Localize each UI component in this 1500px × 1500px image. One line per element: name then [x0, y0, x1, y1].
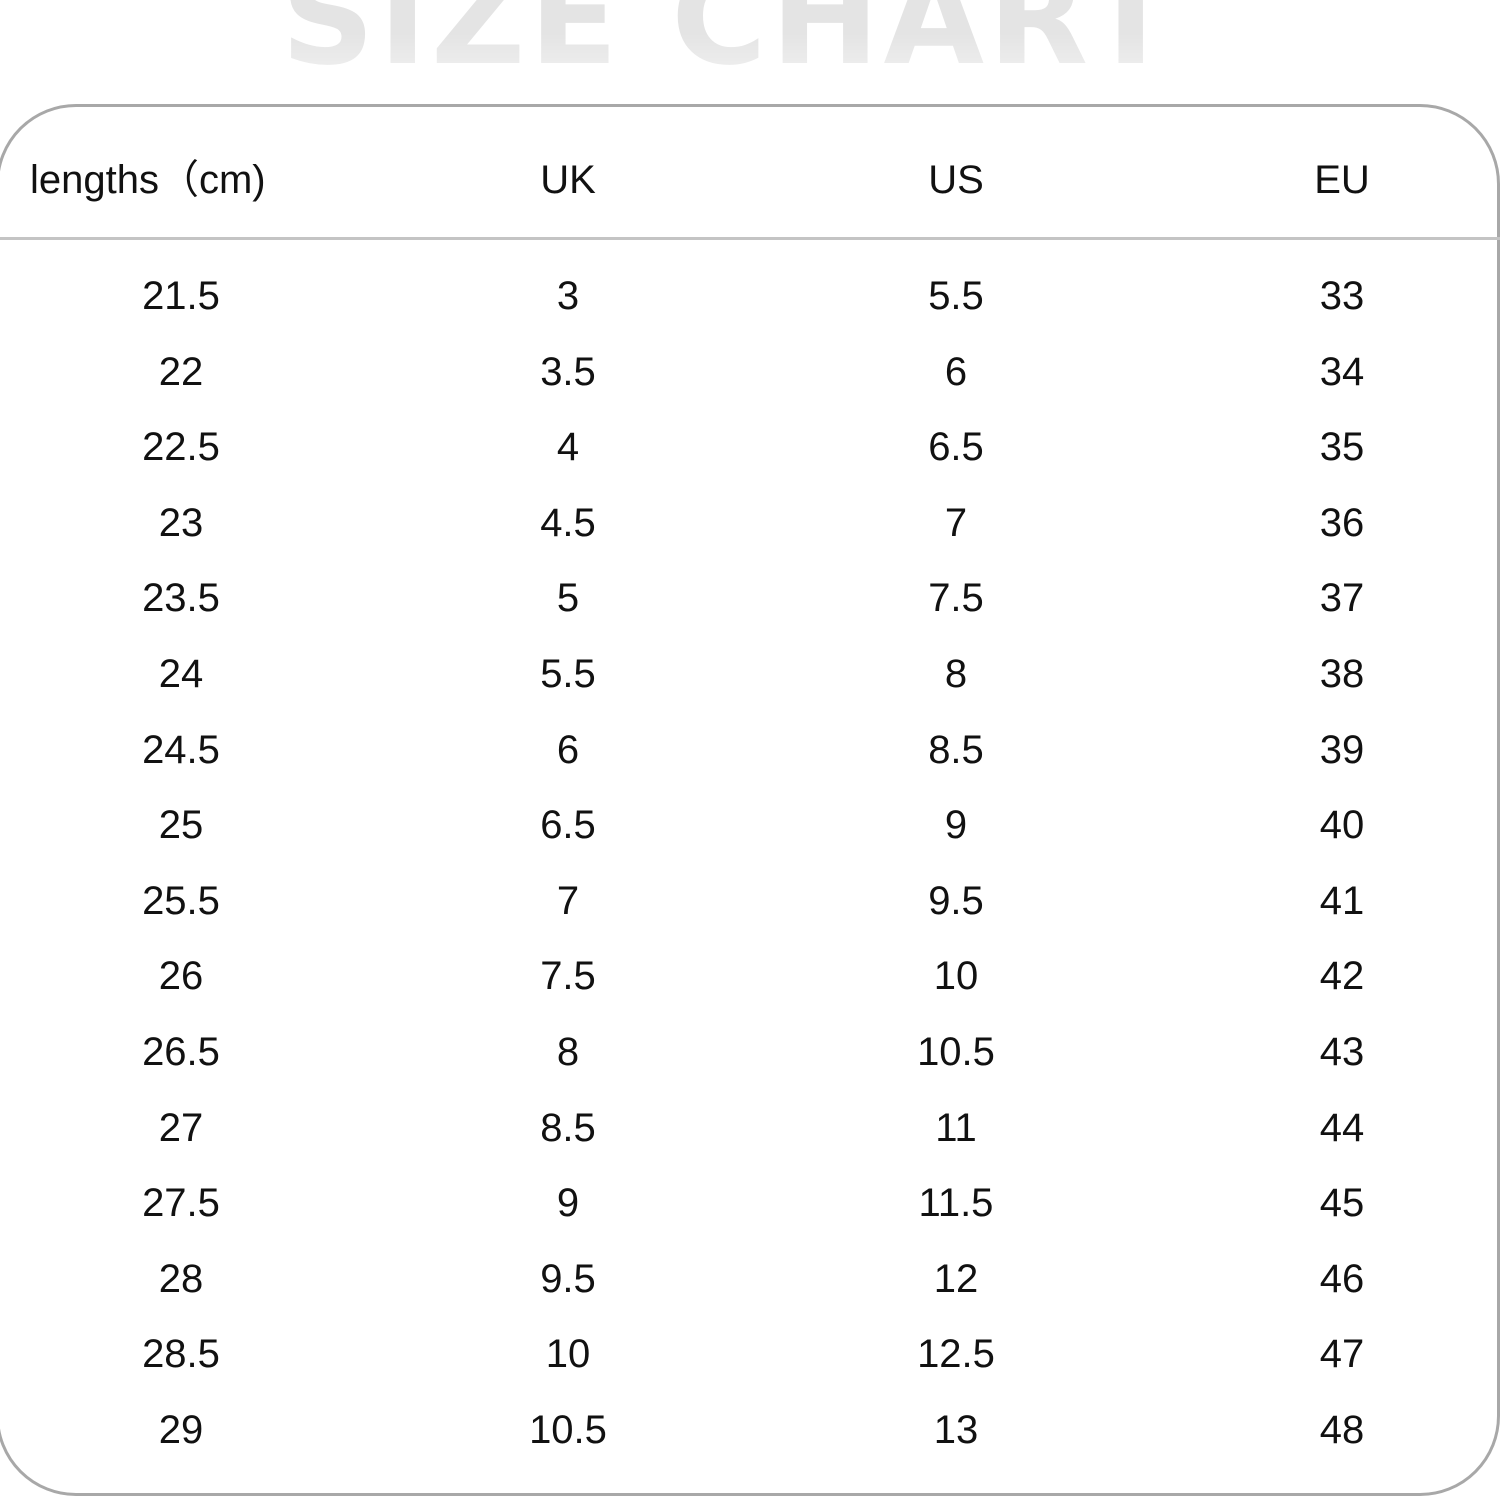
uk-cell: 8	[556, 1030, 580, 1074]
length-cell: 25.5	[142, 878, 220, 923]
eu-cell: 35	[1319, 425, 1365, 470]
header-uk: UK	[540, 158, 596, 202]
us-cell: 7	[944, 500, 968, 545]
us-cell: 6.5	[928, 425, 984, 470]
eu-cell: 41	[1319, 878, 1365, 923]
eu-cell: 37	[1319, 576, 1365, 621]
length-cell: 28.5	[142, 1332, 220, 1377]
uk-cell: 6.5	[540, 803, 596, 848]
us-cell: 10.5	[917, 1030, 995, 1074]
length-cell: 29	[158, 1408, 204, 1452]
uk-cell: 7.5	[540, 954, 596, 999]
uk-cell: 4.5	[540, 500, 596, 545]
eu-cell: 46	[1319, 1256, 1365, 1301]
uk-cell: 3	[556, 274, 580, 318]
us-cell: 9.5	[928, 878, 984, 923]
us-cell: 11.5	[918, 1181, 994, 1226]
length-cell: 23.5	[142, 576, 220, 621]
length-cell: 26	[158, 954, 204, 999]
us-cell: 9	[944, 803, 968, 848]
uk-cell: 5.5	[540, 652, 596, 696]
us-cell: 8.5	[928, 727, 984, 772]
eu-cell: 43	[1319, 1030, 1365, 1074]
length-cell: 24.5	[142, 727, 220, 772]
eu-cell: 44	[1319, 1105, 1365, 1150]
us-cell: 13	[933, 1408, 979, 1452]
uk-cell: 7	[556, 878, 580, 923]
length-cell: 22.5	[142, 425, 220, 470]
uk-cell: 6	[556, 727, 580, 772]
length-cell: 27.5	[142, 1181, 220, 1226]
us-cell: 12	[933, 1256, 979, 1301]
us-cell: 8	[944, 652, 968, 696]
length-cell: 27	[158, 1105, 204, 1150]
length-cell: 23	[158, 500, 204, 545]
uk-cell: 5	[556, 576, 580, 621]
uk-cell: 8.5	[540, 1105, 596, 1150]
us-cell: 5.5	[928, 274, 984, 318]
length-cell: 24	[158, 652, 204, 696]
uk-cell: 9.5	[540, 1256, 596, 1301]
uk-cell: 9	[556, 1181, 580, 1226]
header-eu: EU	[1314, 158, 1370, 202]
us-cell: 10	[933, 954, 979, 999]
size-table-frame	[0, 104, 1500, 1496]
length-cell: 26.5	[142, 1030, 220, 1074]
eu-cell: 38	[1319, 652, 1365, 696]
uk-cell: 3.5	[540, 349, 596, 394]
us-cell: 7.5	[928, 576, 984, 621]
size-chart-title: SIZE CHART	[280, 0, 1180, 94]
header-lengths: lengths（cm)	[30, 158, 266, 202]
us-cell: 11	[935, 1105, 977, 1150]
us-cell: 12.5	[917, 1332, 995, 1377]
header-divider	[0, 237, 1500, 240]
eu-cell: 47	[1319, 1332, 1365, 1377]
uk-cell: 4	[556, 425, 580, 470]
us-cell: 6	[944, 349, 968, 394]
length-cell: 28	[158, 1256, 204, 1301]
eu-cell: 34	[1319, 349, 1365, 394]
length-cell: 22	[158, 349, 204, 394]
eu-cell: 42	[1319, 954, 1365, 999]
eu-cell: 36	[1319, 500, 1365, 545]
length-cell: 25	[158, 803, 204, 848]
eu-cell: 45	[1319, 1181, 1365, 1226]
length-cell: 21.5	[142, 274, 220, 318]
eu-cell: 48	[1319, 1408, 1365, 1452]
uk-cell: 10	[545, 1332, 591, 1377]
eu-cell: 39	[1319, 727, 1365, 772]
eu-cell: 40	[1319, 803, 1365, 848]
uk-cell: 10.5	[529, 1408, 607, 1452]
eu-cell: 33	[1319, 274, 1365, 318]
header-us: US	[928, 158, 984, 202]
